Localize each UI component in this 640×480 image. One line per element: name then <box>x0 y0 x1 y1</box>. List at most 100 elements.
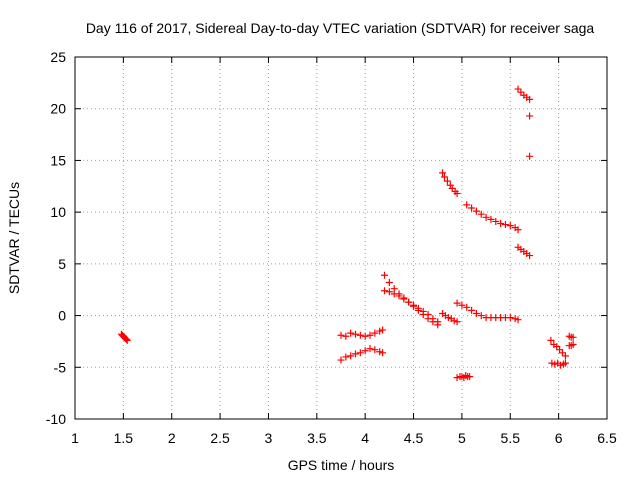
series-arc-6.1 <box>565 332 577 341</box>
x-tick-label: 1.5 <box>114 430 134 446</box>
data-point <box>379 326 387 334</box>
data-point <box>371 346 379 354</box>
y-tick-label: -10 <box>46 411 66 427</box>
chart-title: Day 116 of 2017, Sidereal Day-to-day VTE… <box>86 20 595 36</box>
data-point <box>352 330 360 338</box>
data-point <box>352 350 360 358</box>
series-arc-4.8-short <box>439 310 461 326</box>
data-point <box>361 347 369 355</box>
data-point <box>472 207 480 215</box>
series-arc-5.6-mid <box>514 243 534 260</box>
y-tick-label: 15 <box>50 152 66 168</box>
series-arc-5.6-top <box>514 85 534 103</box>
data-point <box>453 318 461 326</box>
data-point <box>366 331 374 339</box>
data-point <box>561 359 569 367</box>
data-point <box>347 329 355 337</box>
data-point <box>547 336 555 344</box>
data-point <box>477 312 485 320</box>
y-axis-label: SDTVAR / TECUs <box>6 182 22 294</box>
series-arc-5.0-mid <box>453 299 522 324</box>
plot-frame <box>74 56 608 420</box>
data-point <box>366 345 374 353</box>
data-point <box>466 373 474 381</box>
y-tick-label: 20 <box>50 101 66 117</box>
series-arc-4.2-descending <box>381 271 442 329</box>
data-point <box>390 290 398 298</box>
data-point <box>434 318 442 326</box>
data-point <box>381 287 389 295</box>
x-tick-label: 2 <box>168 430 176 446</box>
data-point <box>482 213 490 221</box>
series-arc-5.05-upper <box>463 201 522 234</box>
data-point <box>414 304 422 312</box>
x-tick-label: 3 <box>265 430 273 446</box>
data-point <box>123 336 131 344</box>
series-arc-5.0-negative <box>453 372 474 382</box>
data-point <box>526 252 534 260</box>
data-point <box>569 333 577 341</box>
data-point <box>371 329 379 337</box>
data-point <box>385 288 393 296</box>
x-tick-label: 4 <box>361 430 369 446</box>
series-isolated <box>526 112 534 160</box>
data-point <box>477 210 485 218</box>
data-point <box>463 201 471 209</box>
y-tick-label: 5 <box>58 256 66 272</box>
series-arc-5.9-b <box>548 359 569 369</box>
data-point <box>410 301 418 309</box>
x-axis-label: GPS time / hours <box>288 457 395 473</box>
data-point <box>492 217 500 225</box>
y-tick-label: -5 <box>54 359 67 375</box>
data-point <box>342 332 350 340</box>
data-points <box>117 85 577 382</box>
x-tick-label: 3.5 <box>307 430 327 446</box>
x-tick-label: 6 <box>555 430 563 446</box>
data-point <box>356 331 364 339</box>
data-point <box>506 314 514 322</box>
data-point <box>526 95 534 103</box>
data-point <box>379 349 387 357</box>
data-point <box>468 204 476 212</box>
axis-ticks: 1 1.5 2 2.5 3 3.5 4 4.5 5 5.5 6 6.5 -10 -5 0 5 10 15 20 25 <box>46 49 617 446</box>
data-point <box>395 292 403 300</box>
data-point <box>381 271 389 279</box>
data-point <box>453 190 461 198</box>
x-tick-label: 5 <box>458 430 466 446</box>
data-point <box>405 298 413 306</box>
data-point <box>468 306 476 314</box>
data-point <box>419 307 427 315</box>
data-point <box>453 299 461 307</box>
data-point <box>497 220 505 228</box>
data-point <box>526 112 534 120</box>
data-point <box>458 301 466 309</box>
x-tick-label: 5.5 <box>501 430 521 446</box>
data-point <box>337 356 345 364</box>
data-point <box>337 331 345 339</box>
series-arc-4.2-lower <box>381 287 442 326</box>
series-arc-4.8-high <box>439 169 461 198</box>
series-arc-1.5h <box>117 330 131 344</box>
data-point <box>487 215 495 223</box>
data-point <box>439 169 447 177</box>
x-tick-label: 2.5 <box>210 430 230 446</box>
series-arc-3.75-upper <box>337 326 387 340</box>
data-point <box>514 226 522 234</box>
data-point <box>506 222 514 230</box>
series-arc-3.75-lower <box>337 345 387 364</box>
grid <box>75 57 607 419</box>
x-tick-label: 4.5 <box>404 430 424 446</box>
data-point <box>501 221 509 229</box>
y-tick-label: 10 <box>50 204 66 220</box>
data-point <box>347 352 355 360</box>
data-point <box>400 295 408 303</box>
data-point <box>514 316 522 324</box>
data-point <box>443 177 451 185</box>
data-point <box>356 349 364 357</box>
y-tick-label: 25 <box>50 49 66 65</box>
data-point <box>561 352 569 360</box>
y-tick-label: 0 <box>58 308 66 324</box>
data-point <box>361 332 369 340</box>
data-point <box>569 341 577 349</box>
